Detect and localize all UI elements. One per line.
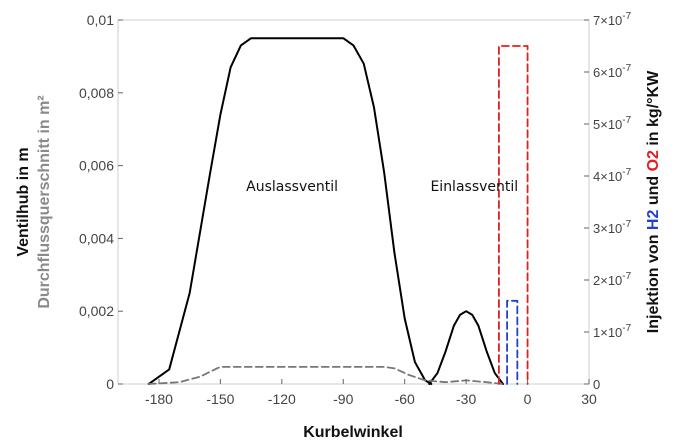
y-left-axis-ticks: 0 0,002 0,004 0,006 0,008 0,01 <box>79 12 123 392</box>
y-left-tick-label: 0,006 <box>79 158 114 174</box>
y-left-tick-label: 0 <box>106 376 114 392</box>
y-right-tick-label: 4×10-7 <box>593 167 632 184</box>
x-tick-label: 30 <box>581 391 597 407</box>
y-right-tick-label: 6×10-7 <box>593 63 632 80</box>
y-left-tick-label: 0,01 <box>87 12 114 28</box>
o2-label: O2 <box>645 150 662 171</box>
x-tick-label: 0 <box>524 391 532 407</box>
y-right-axis-label: Injektion von H2 und O2 in kg/°KW <box>645 70 662 333</box>
series-line-1 <box>147 37 433 385</box>
y-left-axis-label-secondary: Durchflussquerschnitt in m² <box>36 95 53 308</box>
x-tick-label: -30 <box>456 391 476 407</box>
y-right-tick-label: 7×10-7 <box>593 11 632 28</box>
y-right-axis-ticks: 0 1×10-7 2×10-7 3×10-7 4×10-7 5×10-7 6×10-7 7×1… <box>584 11 632 392</box>
x-axis-ticks: -180 -150 -120 -90 -60 -30 0 30 <box>145 379 597 407</box>
x-axis-label: Kurbelwinkel <box>303 424 403 441</box>
annotation-label: Auslassventil <box>246 179 338 195</box>
series-line-5 <box>506 299 519 385</box>
x-tick-label: -120 <box>268 391 296 407</box>
series-layer <box>147 37 529 385</box>
annotations: Auslassventil Einlassventil <box>246 179 518 195</box>
y-left-tick-label: 0,002 <box>79 303 114 319</box>
x-tick-label: -180 <box>145 391 173 407</box>
series-line-2 <box>428 310 504 385</box>
y-left-tick-label: 0,008 <box>79 85 114 101</box>
x-tick-label: -60 <box>395 391 415 407</box>
y-left-axis-label: Ventilhub in m <box>15 147 32 256</box>
y-right-tick-label: 1×10-7 <box>593 323 632 340</box>
series-line-4 <box>498 45 529 385</box>
h2-label: H2 <box>645 210 662 231</box>
y-right-tick-label: 5×10-7 <box>593 115 632 132</box>
y-right-tick-label: 2×10-7 <box>593 271 632 288</box>
series-line-3 <box>147 365 504 385</box>
plot-frame <box>117 19 590 385</box>
y-right-tick-label: 3×10-7 <box>593 219 632 236</box>
x-tick-label: -150 <box>206 391 234 407</box>
x-tick-label: -90 <box>333 391 353 407</box>
annotation-label: Einlassventil <box>430 179 518 195</box>
y-right-tick-label: 0 <box>593 377 600 392</box>
y-left-tick-label: 0,004 <box>79 230 114 246</box>
